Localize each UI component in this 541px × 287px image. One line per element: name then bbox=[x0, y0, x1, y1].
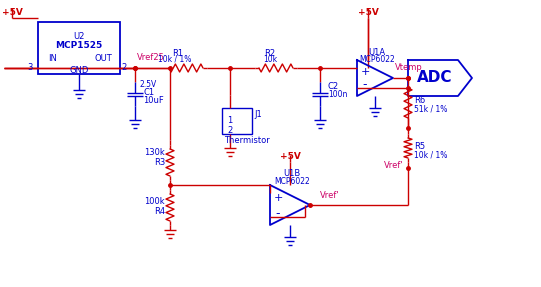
Text: MCP6022: MCP6022 bbox=[274, 177, 310, 186]
Bar bbox=[222, 108, 252, 134]
Text: 1: 1 bbox=[227, 116, 232, 125]
Text: 2: 2 bbox=[121, 63, 127, 73]
Text: ADC: ADC bbox=[417, 71, 453, 86]
Text: +: + bbox=[273, 193, 283, 203]
Text: 100n: 100n bbox=[328, 90, 347, 99]
Text: +5V: +5V bbox=[2, 8, 22, 17]
Text: MCP1525: MCP1525 bbox=[55, 41, 103, 50]
Text: C1: C1 bbox=[143, 88, 154, 97]
Text: 130k: 130k bbox=[144, 148, 165, 157]
Text: R6: R6 bbox=[414, 96, 425, 105]
Text: 2: 2 bbox=[227, 126, 232, 135]
Text: U1B: U1B bbox=[283, 169, 301, 178]
Text: 2.5V: 2.5V bbox=[140, 80, 157, 89]
Text: R4: R4 bbox=[154, 207, 165, 216]
Text: C2: C2 bbox=[328, 82, 339, 91]
Text: +: + bbox=[360, 67, 370, 77]
Text: OUT: OUT bbox=[94, 54, 112, 63]
Text: Vref': Vref' bbox=[384, 162, 404, 170]
Text: Thermistor: Thermistor bbox=[224, 136, 270, 145]
Text: 100k: 100k bbox=[144, 197, 165, 206]
Text: U2: U2 bbox=[74, 32, 85, 41]
Text: -: - bbox=[363, 79, 367, 92]
Text: IN: IN bbox=[48, 54, 57, 63]
Text: J1: J1 bbox=[254, 110, 262, 119]
Text: Vref25: Vref25 bbox=[137, 53, 165, 62]
Text: 10uF: 10uF bbox=[143, 96, 164, 105]
Text: 3: 3 bbox=[27, 63, 32, 73]
Text: R3: R3 bbox=[154, 158, 165, 167]
Text: U1A: U1A bbox=[368, 48, 386, 57]
Text: 10k / 1%: 10k / 1% bbox=[159, 55, 192, 64]
Text: 10k: 10k bbox=[263, 55, 277, 64]
Text: +5V: +5V bbox=[358, 8, 379, 17]
Text: 51k / 1%: 51k / 1% bbox=[414, 104, 447, 113]
Text: R1: R1 bbox=[173, 49, 183, 58]
Text: MCP6022: MCP6022 bbox=[359, 55, 395, 64]
Text: Vref': Vref' bbox=[320, 191, 340, 200]
Bar bbox=[38, 22, 120, 74]
Text: Vtemp: Vtemp bbox=[395, 63, 423, 72]
Text: 10k / 1%: 10k / 1% bbox=[414, 150, 447, 159]
Text: GND: GND bbox=[69, 66, 89, 75]
Text: R5: R5 bbox=[414, 142, 425, 151]
Text: -: - bbox=[276, 208, 280, 220]
Text: R2: R2 bbox=[265, 49, 275, 58]
Text: +5V: +5V bbox=[280, 152, 300, 161]
